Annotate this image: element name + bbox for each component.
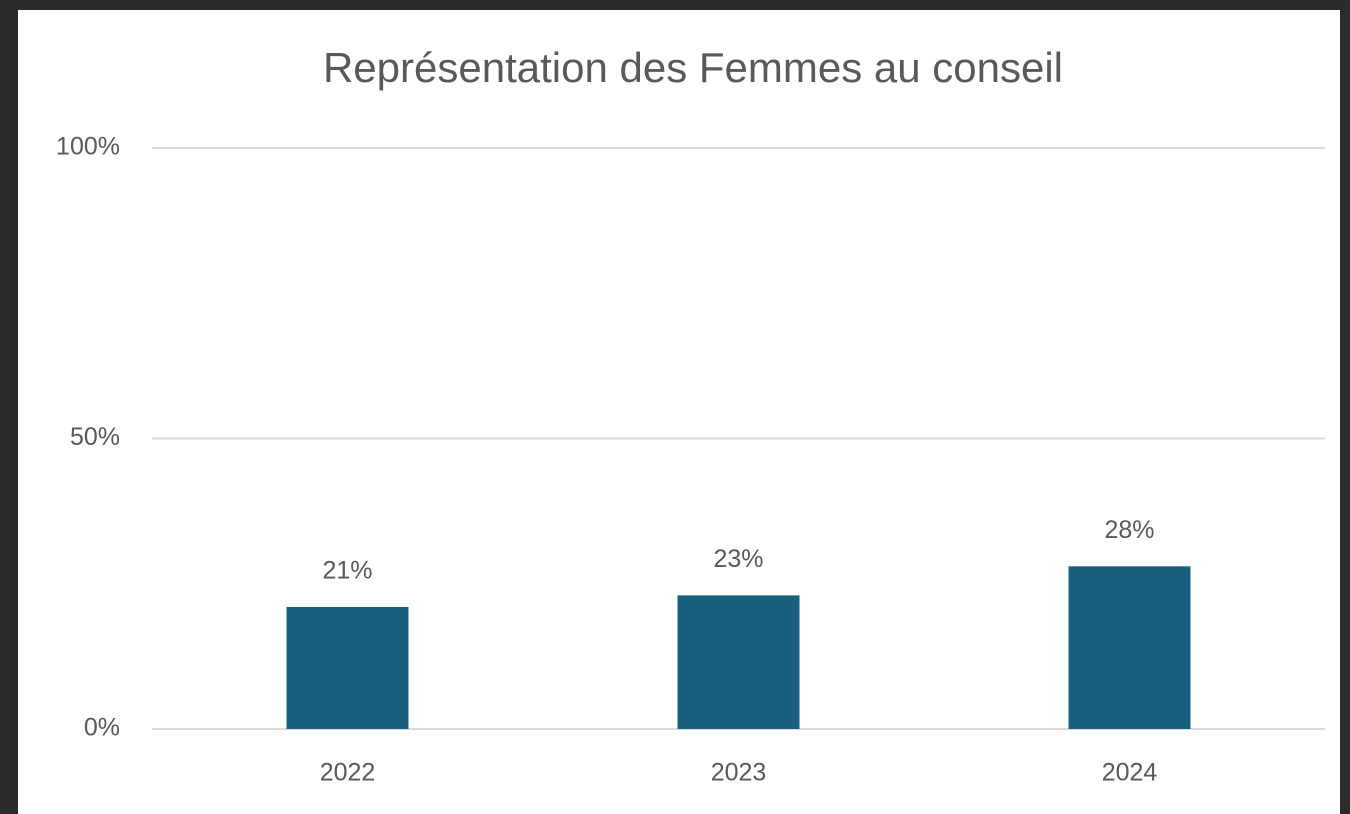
- data-label: 23%: [713, 545, 763, 573]
- x-tick-label: 2024: [1102, 759, 1158, 787]
- x-tick-label: 2022: [320, 759, 376, 787]
- bar: [1068, 566, 1191, 729]
- data-label: 28%: [1104, 516, 1154, 544]
- y-tick-label: 100%: [56, 133, 120, 161]
- x-tick-label: 2023: [711, 759, 767, 787]
- y-tick-label: 50%: [70, 423, 120, 451]
- bar: [677, 595, 800, 729]
- y-tick-label: 0%: [84, 714, 120, 742]
- data-label: 21%: [322, 557, 372, 585]
- bar: [286, 606, 409, 729]
- chart-title: Représentation des Femmes au conseil: [323, 44, 1063, 91]
